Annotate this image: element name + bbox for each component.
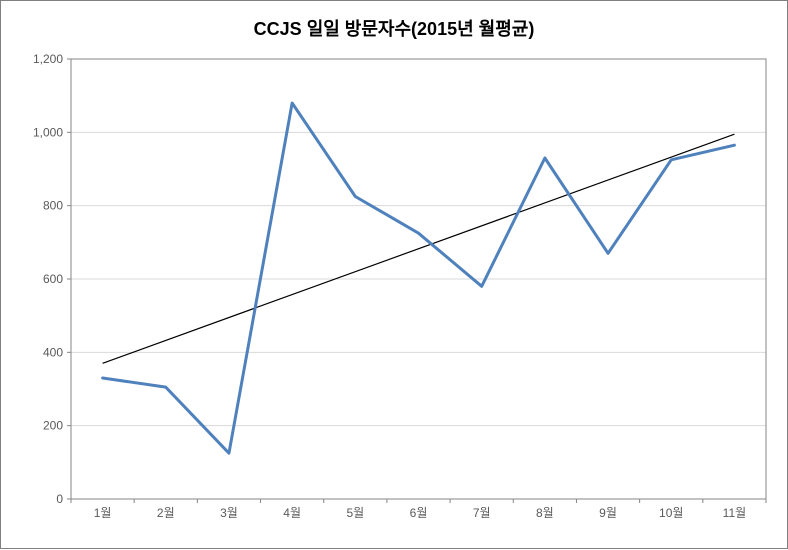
x-tick-label: 11월	[723, 506, 747, 520]
x-tick-label: 9월	[599, 506, 617, 520]
x-tick-label: 4월	[283, 506, 301, 520]
chart-container: CCJS 일일 방문자수(2015년 월평균) 02004006008001,0…	[0, 0, 788, 549]
chart-svg: 0 200 400 600 800 1,000 1,200 1월 2월 3월 4월 5월 6월 7월 8월 9…	[1, 1, 788, 550]
x-tick-label: 1월	[94, 506, 112, 520]
x-tick-label: 7월	[473, 506, 491, 520]
x-tick-label: 10월	[659, 506, 683, 520]
y-tick-label: 1,000	[33, 125, 63, 139]
x-tick-label: 8월	[536, 506, 554, 520]
y-tick-label: 1,200	[33, 52, 63, 66]
y-tick-label: 800	[43, 199, 63, 213]
x-tick-label: 5월	[346, 506, 364, 520]
y-tick-label: 600	[43, 272, 63, 286]
y-tick-label: 0	[56, 492, 63, 506]
y-tick-label: 200	[43, 419, 63, 433]
x-tick-label: 2월	[157, 506, 175, 520]
x-tick-label: 6월	[410, 506, 428, 520]
y-tick-label: 400	[43, 345, 63, 359]
x-tick-label: 3월	[220, 506, 238, 520]
